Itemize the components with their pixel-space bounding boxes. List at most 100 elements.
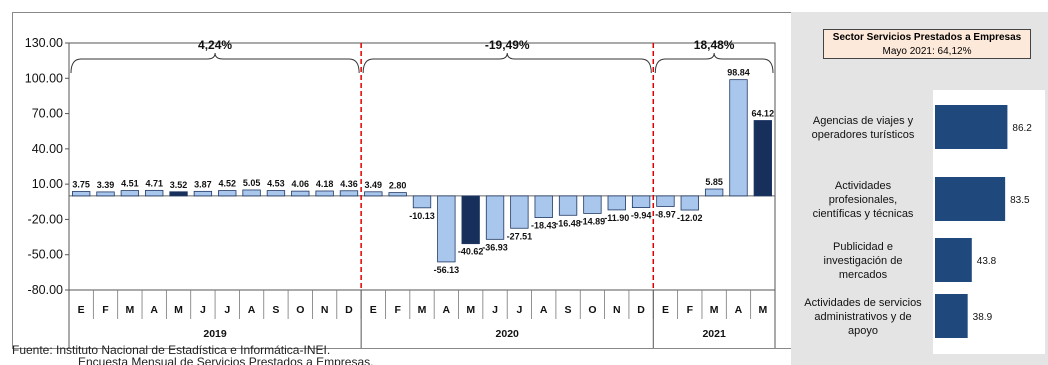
month-tick-label: M (174, 304, 183, 316)
bar (510, 195, 529, 229)
year-bracket (362, 52, 652, 74)
y-tick-label: -20.00 (28, 212, 63, 226)
month-tick-label: N (321, 304, 329, 316)
bar-value-label: 98.84 (727, 68, 750, 78)
activity-category-line: Agencias de viajes y (813, 115, 914, 127)
month-tick-label: A (735, 304, 743, 316)
activity-bar (935, 294, 968, 338)
bar-value-label: -10.13 (409, 211, 435, 221)
sector-subtitle: Mayo 2021: 64,12% (882, 46, 972, 57)
bar-value-label: 3.87 (194, 179, 212, 189)
bar-value-label: -18.43 (531, 221, 557, 231)
bar-value-label: 5.85 (705, 177, 723, 187)
activity-category-label: Agencias de viajes y operadores turístico… (812, 115, 915, 141)
month-tick-label: A (248, 304, 256, 316)
month-tick-label: M (758, 304, 767, 316)
activity-category-line: administrativos y de (814, 311, 911, 323)
activity-category-line: profesionales, (829, 194, 898, 206)
bar-value-label: 4.51 (121, 179, 139, 189)
bar (266, 190, 286, 197)
activity-value-label: 86.2 (1012, 123, 1032, 134)
bar (461, 195, 480, 245)
month-tick-label: A (443, 304, 451, 316)
bar-value-label: 4.36 (340, 179, 358, 189)
activity-bar (935, 105, 1008, 149)
bar (437, 195, 456, 263)
source-line-2: Encuesta Mensual de Servicios Prestados … (78, 355, 374, 365)
month-tick-label: M (710, 304, 719, 316)
bar (218, 190, 237, 197)
source-line-1: Fuente: Instituto Nacional de Estadístic… (12, 344, 331, 357)
month-tick-label: F (394, 304, 401, 316)
y-tick-label: -50.00 (28, 248, 63, 262)
bar (96, 191, 115, 197)
activity-value-label: 83.5 (1010, 195, 1030, 206)
bar-value-label: -14.89 (580, 216, 606, 226)
activity-category-line: operadores turísticos (812, 129, 915, 141)
sector-title: Sector Servicios Prestados a Empresas (832, 32, 1022, 43)
bar (412, 195, 432, 209)
bar (72, 191, 91, 197)
activity-category-line: Actividades (835, 180, 892, 192)
bar (607, 195, 626, 211)
horizontal-bar-area: 86.2 83.5 43.8 38.9 (933, 90, 1045, 354)
bar (364, 191, 383, 197)
month-tick-label: N (613, 304, 621, 316)
bar-value-label: -27.51 (507, 231, 533, 241)
year-bracket (654, 52, 774, 74)
bar (242, 189, 261, 197)
month-tick-label: J (200, 304, 206, 316)
y-tick-label: 10.00 (32, 177, 63, 191)
bar-value-label: -16.48 (555, 218, 581, 228)
activity-category-label: Actividades de servicios administrativos … (804, 297, 922, 337)
monthly-variation-bar-chart: 130.00 100.00 70.00 40.00 10.00 -20.00 -50.00 -… (25, 36, 776, 348)
bar-value-label: 3.49 (365, 180, 383, 190)
y-tick-label: 40.00 (32, 142, 63, 156)
bar-value-label: 3.52 (170, 180, 188, 190)
activity-value-label: 43.8 (977, 256, 997, 267)
bar-value-label: -56.13 (434, 265, 460, 275)
bar-value-label: 4.71 (145, 178, 163, 188)
bar (753, 120, 772, 197)
plot-frame (68, 42, 776, 291)
month-tick-label: D (637, 304, 645, 316)
activity-category-line: mercados (839, 269, 888, 281)
activity-bar (935, 177, 1006, 221)
bar-value-label: 4.06 (292, 179, 310, 189)
bar-value-label: 64.12 (752, 108, 775, 118)
year-label: 2020 (496, 328, 520, 340)
activity-category-line: científicas y técnicas (813, 208, 914, 220)
source-footer: Fuente: Instituto Nacional de Estadístic… (12, 344, 790, 365)
month-tick-label: E (370, 304, 377, 316)
bar (120, 190, 140, 197)
activity-category-label: Actividades profesionales, científicas y t… (813, 180, 914, 220)
bar (485, 195, 505, 240)
year-variation-annotation: 18,48% (694, 38, 735, 52)
y-tick-label: 130.00 (25, 36, 63, 50)
month-tick-label: M (125, 304, 134, 316)
bar (291, 190, 310, 197)
bar-value-label: -12.02 (677, 213, 703, 223)
activity-category-line: Publicidad e (833, 241, 893, 253)
y-tick-label: 70.00 (32, 107, 63, 121)
bar-value-label: -9.94 (631, 211, 652, 221)
activity-category-line: Actividades de servicios (804, 297, 922, 309)
bar (656, 195, 675, 207)
bar-value-label: 4.53 (267, 179, 285, 189)
month-tick-label: F (102, 304, 109, 316)
year-label: 2021 (702, 328, 726, 340)
bar (680, 195, 699, 211)
month-tick-label: D (345, 304, 353, 316)
month-tick-label: J (492, 304, 498, 316)
month-tick-label: S (272, 304, 279, 316)
bar (193, 190, 213, 197)
bar-value-label: 3.75 (72, 179, 90, 189)
bar-value-label: -11.90 (604, 213, 629, 223)
bar (631, 195, 651, 208)
month-tick-label: M (466, 304, 475, 316)
year-variation-annotation: -19,49% (485, 38, 530, 52)
bar (145, 189, 164, 197)
year-label: 2019 (203, 328, 227, 340)
month-tick-label: O (588, 304, 596, 316)
bar-value-label: 4.18 (316, 179, 334, 189)
